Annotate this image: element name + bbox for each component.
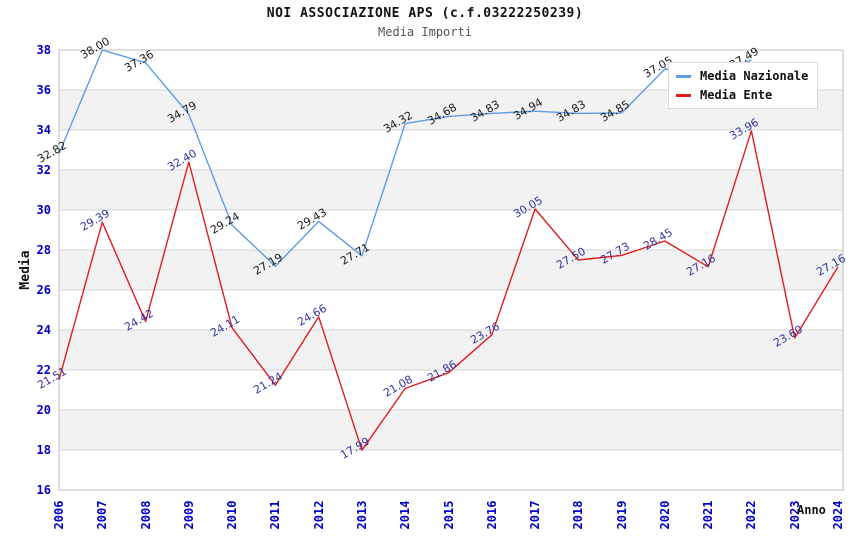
series-line-media-nazionale <box>58 49 752 267</box>
x-tick-label: 2009 <box>181 500 196 530</box>
y-axis-title: Media <box>18 250 33 290</box>
x-tick-label: 2021 <box>701 500 716 530</box>
grid-band <box>59 370 843 410</box>
y-tick-label: 16 <box>36 483 51 497</box>
grid-band <box>59 170 843 210</box>
x-tick-label: 2019 <box>614 500 629 530</box>
y-tick-label: 26 <box>36 283 51 297</box>
grid-band <box>59 330 843 370</box>
chart-subtitle: Media Importi <box>378 25 472 39</box>
plot-border <box>58 49 844 491</box>
y-tick-label: 30 <box>36 203 51 217</box>
x-axis-title: Anno <box>797 503 826 517</box>
x-tick-label: 2006 <box>52 500 66 530</box>
y-tick-label: 38 <box>36 43 51 57</box>
chart-title: NOI ASSOCIAZIONE APS (c.f.03222250239) <box>266 6 584 21</box>
x-tick-label: 2014 <box>398 500 413 530</box>
grid-band <box>59 250 843 290</box>
x-tick-label: 2008 <box>138 500 153 530</box>
grid-band <box>59 290 843 330</box>
series-line-media-ente <box>58 130 839 451</box>
x-tick-label: 2022 <box>744 500 759 530</box>
x-tick-label: 2013 <box>354 500 369 530</box>
x-tick-label: 2011 <box>268 500 283 530</box>
x-tick-label: 2015 <box>441 500 456 530</box>
y-tick-label: 36 <box>36 83 51 97</box>
media-ente-swatch <box>676 93 691 97</box>
x-tick-label: 2018 <box>571 500 586 530</box>
grid-band <box>59 410 843 450</box>
x-tick-label: 2012 <box>311 500 326 530</box>
x-tick-label: 2020 <box>657 500 672 530</box>
legend-item-media-nazionale: Media Nazionale <box>669 66 817 85</box>
y-tick-label: 32 <box>36 163 51 177</box>
x-tick-label: 2010 <box>225 500 240 530</box>
legend-label: Media Nazionale <box>700 69 809 83</box>
x-tick-label: 2016 <box>484 500 499 530</box>
legend-box: Media Nazionale Media Ente <box>668 62 818 109</box>
grid-band <box>59 450 843 490</box>
y-tick-label: 34 <box>36 123 51 137</box>
y-tick-label: 22 <box>36 363 51 377</box>
y-tick-label: 28 <box>36 243 51 257</box>
legend-item-media-ente: Media Ente <box>669 85 817 104</box>
y-tick-label: 24 <box>36 323 51 337</box>
x-tick-label: 2017 <box>528 500 543 530</box>
grid-band <box>59 210 843 250</box>
media-nazionale-swatch <box>676 74 691 78</box>
y-tick-label: 18 <box>36 443 51 457</box>
y-tick-label: 20 <box>36 403 51 417</box>
x-tick-label: 2007 <box>95 500 110 530</box>
legend-label: Media Ente <box>700 88 773 102</box>
